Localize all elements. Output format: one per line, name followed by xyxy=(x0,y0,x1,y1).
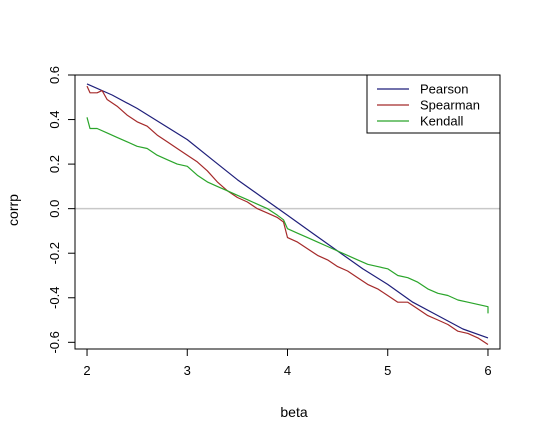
legend-box xyxy=(366,74,501,134)
series-line-spearman xyxy=(86,85,489,346)
y-tick-label: -0.4 xyxy=(47,287,62,309)
y-tick-label: 0.2 xyxy=(47,155,62,173)
legend-label-kendall: Kendall xyxy=(420,114,463,129)
legend-label-spearman: Spearman xyxy=(420,98,480,113)
series-line-kendall xyxy=(86,117,489,314)
x-tick-label: 3 xyxy=(184,363,191,378)
y-tick-label: 0.0 xyxy=(47,200,62,218)
x-axis-title: beta xyxy=(280,404,307,420)
y-axis: -0.6 -0.4 -0.2 0.0 0.2 0.4 0.6 xyxy=(47,66,76,354)
x-tick-label: 4 xyxy=(284,363,291,378)
y-tick-label: -0.6 xyxy=(47,331,62,353)
x-tick-label: 6 xyxy=(484,363,491,378)
series-layer xyxy=(86,83,489,346)
y-tick-label: 0.4 xyxy=(47,111,62,129)
legend-label-pearson: Pearson xyxy=(420,82,468,97)
y-axis-title: corrp xyxy=(5,194,21,226)
x-axis: 2 3 4 5 6 xyxy=(83,348,492,378)
x-tick-label: 2 xyxy=(83,363,90,378)
y-tick-label: 0.6 xyxy=(47,66,62,84)
y-tick-label: -0.2 xyxy=(47,242,62,264)
x-tick-label: 5 xyxy=(384,363,391,378)
series-line-pearson xyxy=(86,83,489,339)
